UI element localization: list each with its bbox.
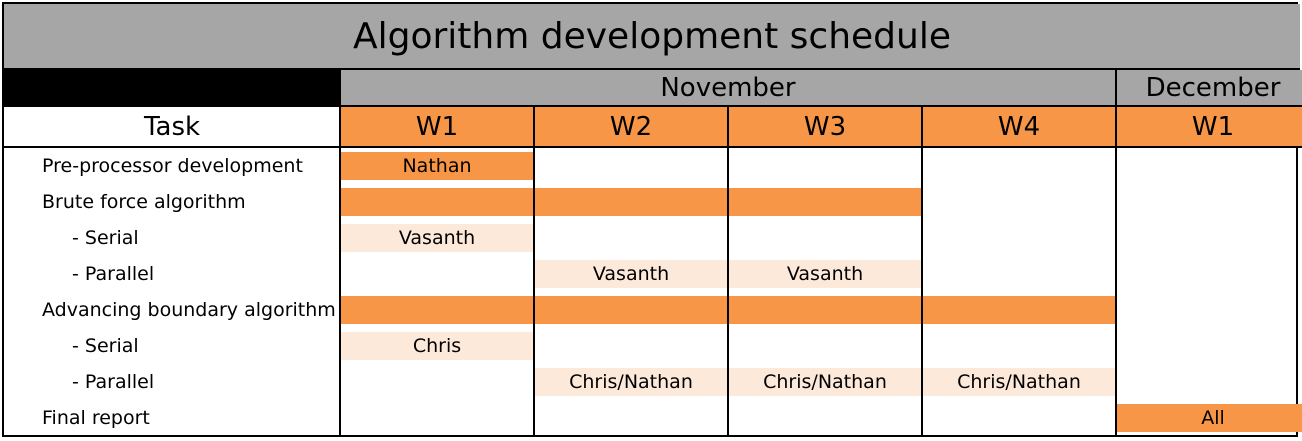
- task-label: Advancing boundary algorithm: [42, 299, 336, 321]
- column-divider: [727, 107, 729, 435]
- header-corner-block: [4, 70, 340, 107]
- task-label: Pre-processor development: [42, 155, 303, 177]
- week-header-december-w1: W1: [1116, 107, 1302, 148]
- task-bar: Chris/Nathan: [728, 368, 922, 396]
- week-header-november-w3: W3: [728, 107, 922, 148]
- schedule-title: Algorithm development schedule: [4, 4, 1300, 70]
- task-bar: Nathan: [340, 152, 534, 180]
- task-column-header: Task: [4, 107, 340, 148]
- task-label: - Parallel: [72, 371, 155, 393]
- task-label: - Serial: [72, 227, 139, 249]
- task-bar: [340, 296, 534, 324]
- column-divider: [533, 107, 535, 435]
- task-bar: Vasanth: [534, 260, 728, 288]
- task-bar: Chris/Nathan: [922, 368, 1116, 396]
- task-bar: Chris: [340, 332, 534, 360]
- task-bar: [922, 296, 1116, 324]
- task-label: - Parallel: [72, 263, 155, 285]
- task-bar: [534, 296, 728, 324]
- task-bar: [728, 296, 922, 324]
- task-bar: [534, 188, 728, 216]
- task-bar: Chris/Nathan: [534, 368, 728, 396]
- month-header-november: November: [340, 70, 1116, 107]
- week-header-november-w1: W1: [340, 107, 534, 148]
- week-header-november-w2: W2: [534, 107, 728, 148]
- task-label: Final report: [42, 407, 150, 429]
- task-label: - Serial: [72, 335, 139, 357]
- column-divider: [921, 107, 923, 435]
- week-header-november-w4: W4: [922, 107, 1116, 148]
- task-bar: Vasanth: [728, 260, 922, 288]
- task-label: Brute force algorithm: [42, 191, 246, 213]
- task-bar: [340, 188, 534, 216]
- month-header-december: December: [1116, 70, 1302, 107]
- column-divider: [1115, 70, 1117, 435]
- task-bar: Vasanth: [340, 224, 534, 252]
- task-bar: [728, 188, 922, 216]
- task-bar: All: [1116, 404, 1302, 432]
- column-divider: [339, 70, 341, 435]
